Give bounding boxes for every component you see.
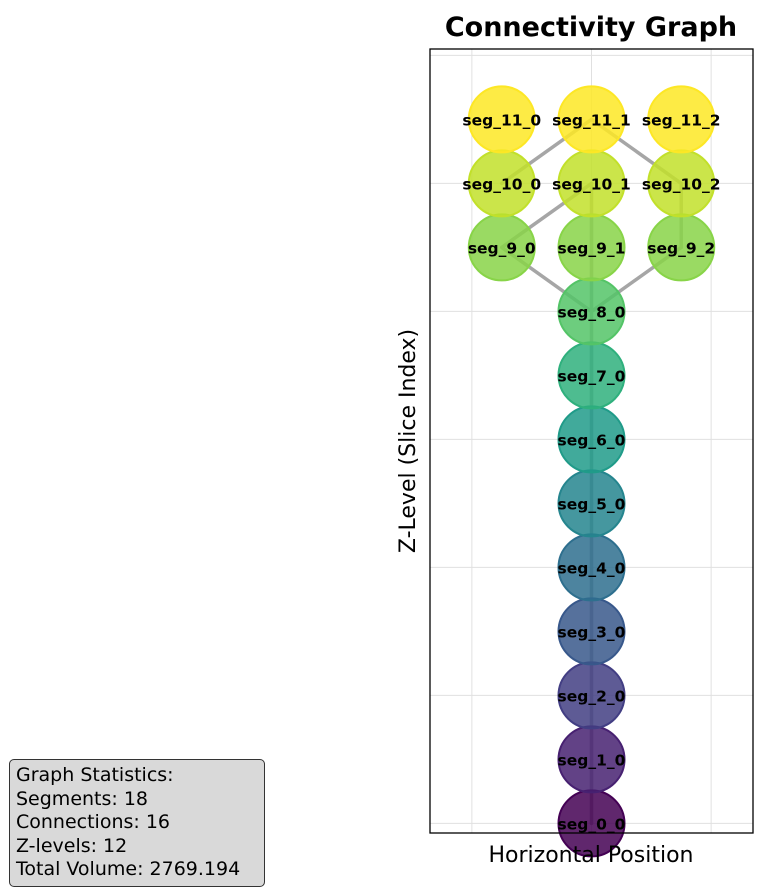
node-seg_11_1 (557, 85, 626, 154)
stats-zlevels: Z-levels: 12 (16, 834, 128, 857)
node-label-seg_1_0: seg_1_0 (558, 751, 626, 769)
node-label-group: seg_0_0 seg_1_0 seg_2_0 seg_3_0 seg_4_0 seg_5… (462, 111, 720, 833)
stats-connections: Connections: 16 (16, 811, 171, 833)
node-label-seg_4_0: seg_4_0 (558, 559, 626, 577)
node-label-seg_9_1: seg_9_1 (558, 239, 626, 257)
node-label-seg_9_0: seg_9_0 (468, 239, 536, 257)
node-seg_11_0 (467, 85, 536, 154)
node-label-seg_3_0: seg_3_0 (558, 623, 626, 641)
stats-total-volume: Total Volume: 2769.194 (16, 858, 241, 880)
node-label-seg_11_2: seg_11_2 (642, 111, 721, 129)
y-axis-label: Z-Level (Slice Index) (396, 329, 421, 553)
graph-statistics-box: Graph Statistics: Segments: 18 Connectio… (9, 759, 265, 887)
node-label-seg_10_2: seg_10_2 (642, 175, 721, 193)
chart-title: Connectivity Graph (445, 12, 737, 43)
node-label-seg_8_0: seg_8_0 (558, 303, 626, 321)
node-label-seg_10_0: seg_10_0 (462, 175, 541, 193)
node-label-seg_11_0: seg_11_0 (462, 111, 541, 129)
node-group (467, 85, 716, 858)
stats-segments: Segments: 18 (16, 787, 149, 810)
node-label-seg_10_1: seg_10_1 (552, 175, 631, 193)
node-label-seg_5_0: seg_5_0 (558, 495, 626, 513)
node-label-seg_2_0: seg_2_0 (558, 687, 626, 705)
node-label-seg_0_0: seg_0_0 (558, 815, 626, 833)
node-label-seg_6_0: seg_6_0 (558, 431, 626, 449)
plot-frame (429, 48, 754, 834)
node-label-seg_9_2: seg_9_2 (647, 239, 715, 257)
node-label-seg_7_0: seg_7_0 (558, 367, 626, 385)
stats-heading: Graph Statistics: (16, 764, 174, 786)
x-axis-label: Horizontal Position (489, 843, 694, 868)
node-seg_11_2 (647, 85, 716, 154)
node-label-seg_11_1: seg_11_1 (552, 111, 631, 129)
